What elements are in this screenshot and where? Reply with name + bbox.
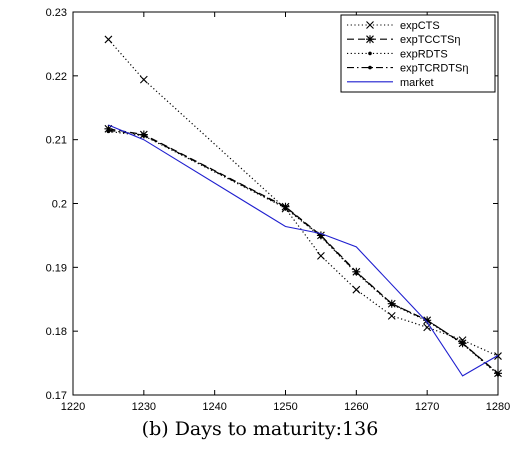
legend-label: expCTS: [400, 20, 440, 32]
data-point: [142, 133, 146, 137]
x-tick-label: 1240: [202, 401, 226, 413]
x-tick-label: 1280: [486, 401, 510, 413]
legend: expCTS expTCCTSη expRDTS expTCRDTSη market: [340, 14, 496, 93]
data-point: [494, 352, 502, 360]
x-tick-label: 1220: [61, 401, 85, 413]
y-axis: 0.17 0.18 0.19 0.2 0.21 0.22 0.23: [46, 7, 498, 402]
y-tick-label: 0.2: [52, 199, 67, 211]
legend-marker: [368, 65, 372, 70]
data-point: [354, 270, 359, 275]
legend-label: expTCCTSη: [400, 34, 461, 46]
data-point: [104, 35, 113, 44]
series-line: [108, 124, 499, 377]
series-line: [107, 39, 499, 357]
y-tick-label: 0.23: [46, 7, 67, 19]
data-point: [317, 251, 325, 260]
figure-caption: (b) Days to maturity:136: [141, 418, 379, 440]
chart: 1220 1230 1240 1250 1260 1270 1280 0.170.180.1…: [46, 7, 511, 413]
series-4: [108, 124, 499, 377]
x-tick-label: 1250: [273, 401, 297, 413]
data-point: [352, 285, 361, 294]
series-layer: [104, 35, 502, 378]
data-point: [106, 128, 111, 132]
x-axis: 1220 1230 1240 1250 1260 1270 1280: [61, 12, 510, 413]
data-point: [387, 311, 396, 320]
legend-label: expTCRDTSη: [400, 63, 468, 75]
legend-marker: [366, 35, 374, 44]
y-tick-label: 0.21: [46, 135, 67, 147]
data-point: [139, 75, 148, 84]
y-tick-label: 0.17: [46, 390, 67, 402]
legend-marker: [366, 21, 374, 29]
x-tick-label: 1260: [344, 401, 368, 413]
data-point: [460, 341, 465, 346]
legend-label: expRDTS: [400, 48, 448, 60]
data-point: [389, 301, 394, 306]
data-point: [319, 234, 323, 238]
y-tick-label: 0.22: [46, 71, 67, 83]
y-tick-label: 0.19: [46, 262, 67, 274]
data-point: [283, 205, 288, 210]
legend-label: market: [400, 77, 434, 89]
x-tick-label: 1230: [132, 401, 156, 413]
series-3: [106, 128, 500, 376]
legend-marker: [368, 51, 372, 56]
y-tick-label: 0.18: [46, 326, 67, 338]
x-tick-label: 1270: [415, 401, 439, 413]
data-point: [496, 372, 500, 376]
